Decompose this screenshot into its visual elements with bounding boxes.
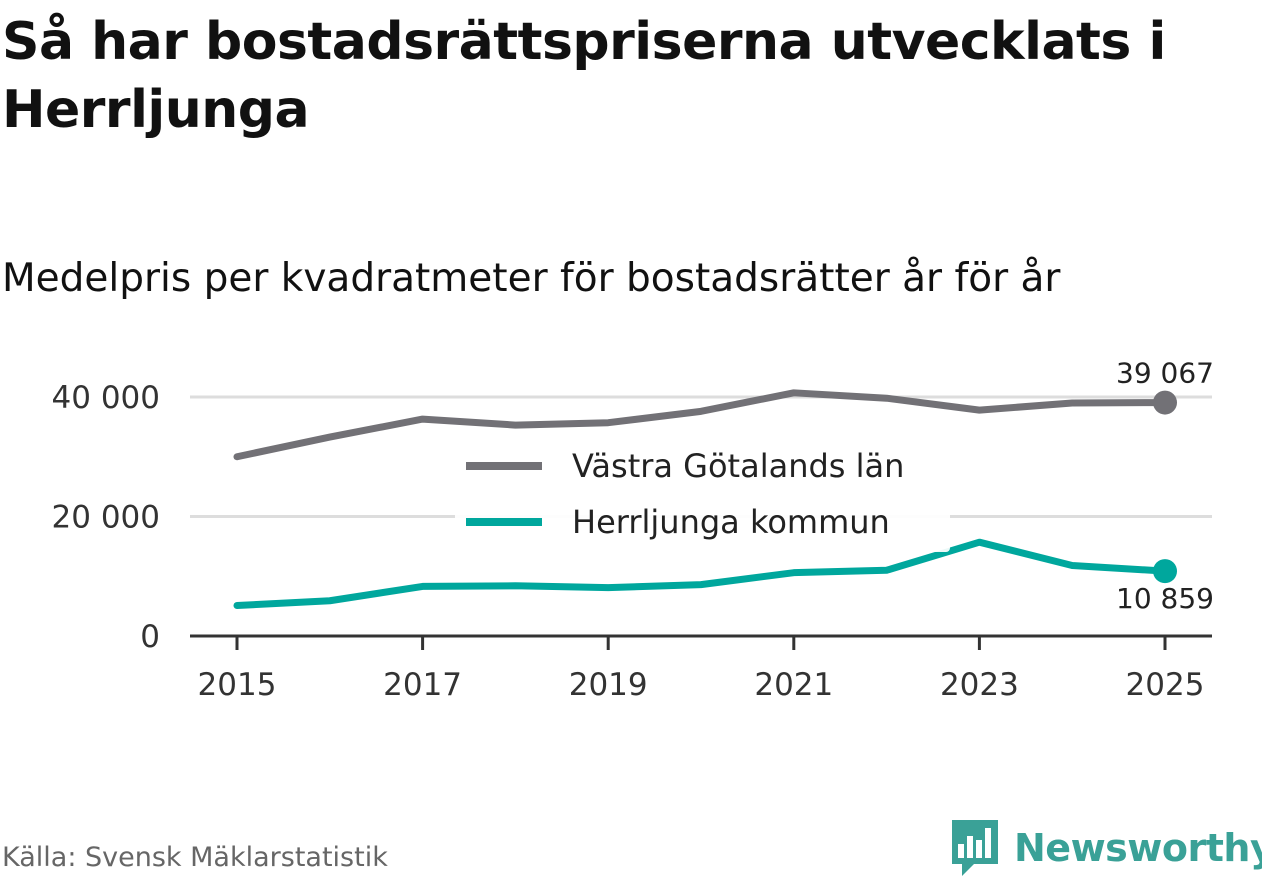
chart-title: Så har bostadsrättspriserna utvecklats i… (2, 12, 1166, 140)
series-end-point-0 (1153, 390, 1177, 415)
x-tick-label: 2021 (754, 667, 833, 703)
source-note: Källa: Svensk Mäklarstatistik (2, 842, 388, 873)
y-tick-label: 0 (140, 619, 160, 655)
chart-subtitle: Medelpris per kvadratmeter för bostadsrä… (2, 256, 1061, 301)
axes: 0 20 000 40 000 2015 2017 2019 2021 2023 2025 (52, 380, 1212, 703)
x-tick-label: 2015 (198, 667, 277, 703)
legend-label-0: Västra Götalands län (572, 447, 904, 485)
series-end-label-0: 39 067 (1116, 357, 1214, 390)
brand-name: Newsworthy (1014, 826, 1262, 870)
series-end-label-1: 10 859 (1116, 582, 1214, 615)
legend-label-1: Herrljunga kommun (572, 503, 890, 541)
brand-logo: Newsworthy (950, 818, 1262, 878)
series: 39 067 10 859 (233, 357, 1214, 615)
series-line-0 (233, 389, 1169, 461)
series-line-1 (233, 538, 1169, 610)
legend: Västra Götalands län Herrljunga kommun (455, 440, 950, 552)
x-tick-label: 2019 (569, 667, 648, 703)
series-end-point-1 (1153, 559, 1177, 584)
x-tick-label: 2017 (383, 667, 462, 703)
x-tick-label: 2025 (1126, 667, 1205, 703)
x-tick-label: 2023 (940, 667, 1019, 703)
legend-background (455, 440, 950, 552)
bar-chart-speech-bubble-icon (952, 820, 998, 876)
y-tick-label: 20 000 (52, 500, 160, 536)
y-tick-label: 40 000 (52, 380, 160, 416)
